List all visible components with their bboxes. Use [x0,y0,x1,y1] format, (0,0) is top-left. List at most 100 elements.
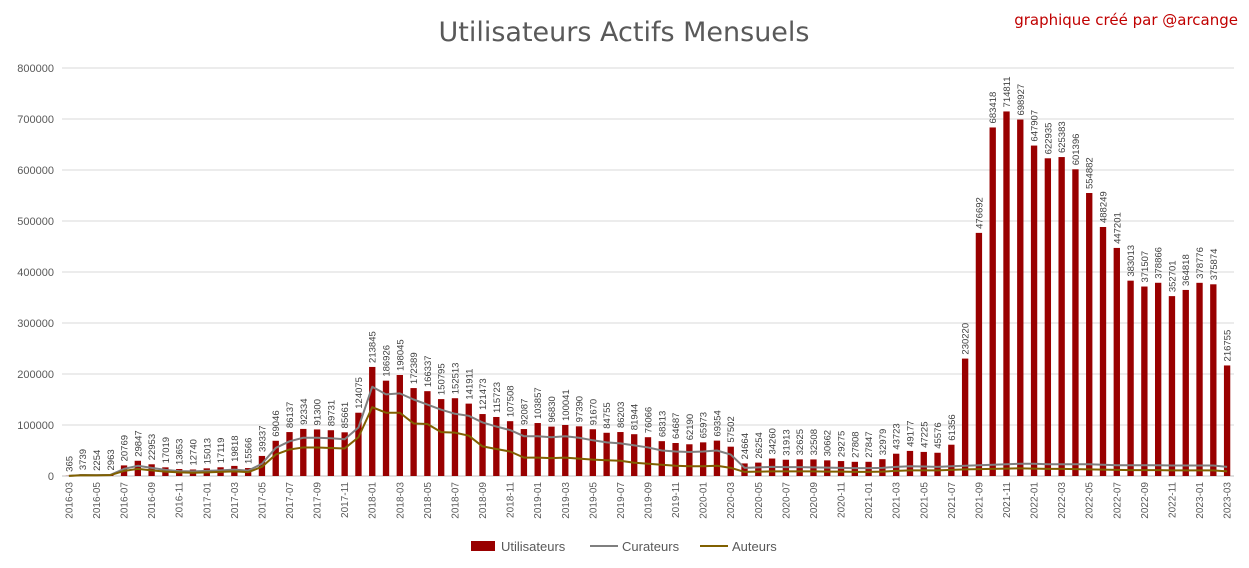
bar [1072,169,1079,477]
data-label: 97390 [575,396,586,422]
bar [382,380,390,476]
data-label: 216755 [1223,330,1234,362]
data-label: 27847 [864,431,875,457]
data-label: 375874 [1209,249,1220,281]
bar [1017,119,1024,476]
data-label: 29847 [133,430,144,456]
data-label: 76066 [644,407,655,433]
bar [603,432,610,476]
y-tick-label: 800000 [17,63,54,75]
data-label: 213845 [368,331,379,363]
bar [272,440,279,476]
bar [1223,365,1231,476]
data-label: 47225 [919,421,930,447]
data-label: 43723 [892,423,903,449]
data-label: 32979 [878,429,889,455]
x-tick-label: 2019-03 [561,482,572,519]
legend: Utilisateurs Curateurs Auteurs [471,539,777,554]
data-label: 115723 [492,382,503,413]
x-tick-label: 2019-11 [671,482,682,518]
data-label: 378776 [1195,247,1206,279]
x-tick-label: 2018-07 [450,482,461,519]
x-tick-label: 2017-11 [340,482,351,518]
data-label: 107508 [506,385,517,417]
data-label: 186926 [382,345,393,377]
bar [644,437,652,476]
data-label: 488249 [1099,191,1110,223]
data-label: 365 [64,456,75,472]
line-auteurs [68,406,1228,477]
bar [755,462,762,476]
line-series [68,385,1228,477]
x-tick-label: 2020-05 [754,482,765,519]
data-label: 447201 [1112,212,1123,244]
data-label: 92087 [519,399,530,425]
data-label: 30662 [823,430,834,456]
x-tick-label: 2019-09 [644,482,655,519]
bar [1058,157,1065,476]
data-labels: 365 3739 2254 2963 20769 29847 22953 17019 13653… [64,76,1233,471]
bar [920,451,927,476]
data-label: 698927 [1016,84,1027,116]
legend-label: Curateurs [622,539,680,554]
bar [1182,289,1189,476]
data-label: 2963 [106,449,117,470]
data-label: 24664 [740,433,751,459]
data-label: 89731 [326,400,337,426]
x-tick-label: 2019-05 [588,482,599,519]
x-tick-label: 2018-01 [368,482,379,519]
y-tick-label: 600000 [17,165,54,177]
bar [1210,284,1217,476]
bar [631,434,638,476]
x-tick-label: 2021-05 [919,482,930,519]
data-label: 32508 [809,429,820,455]
data-label: 61356 [947,414,958,440]
data-label: 20769 [120,435,131,461]
data-label: 15566 [244,438,255,464]
data-label: 65973 [699,412,710,438]
data-label: 476692 [974,197,985,229]
data-label: 166337 [423,355,434,387]
data-label: 81944 [630,404,641,430]
x-axis: 2016-03 2016-05 2016-07 2016-09 2016-11 2017-… [64,482,1233,519]
y-tick-label: 100000 [17,420,54,432]
data-label: 103857 [533,387,544,419]
bar [341,432,348,476]
data-label: 85661 [340,402,351,428]
legend-swatch [471,541,495,551]
data-label: 15013 [202,438,213,464]
data-label: 84755 [602,402,613,428]
x-tick-label: 2019-01 [533,482,544,519]
data-label: 622935 [1043,123,1054,155]
bar [575,426,583,476]
line-curateurs [68,385,1228,477]
x-tick-label: 2020-09 [809,482,820,519]
y-tick-label: 200000 [17,369,54,381]
bar [534,423,541,476]
data-label: 64687 [671,413,682,439]
x-tick-label: 2022-09 [1140,482,1151,519]
x-tick-label: 2018-03 [395,482,406,519]
data-label: 352701 [1167,260,1178,292]
bar [975,232,983,476]
data-label: 34260 [768,428,779,454]
x-tick-label: 2017-05 [257,482,268,519]
data-label: 86203 [616,402,627,428]
bar [948,444,955,476]
x-tick-label: 2021-11 [1002,482,1013,518]
chart-title: Utilisateurs Actifs Mensuels [439,17,810,48]
x-tick-label: 2016-11 [175,482,186,518]
bar [893,453,900,476]
bar [589,429,597,476]
bar [1030,145,1038,476]
data-label: 124075 [354,377,365,409]
x-tick-label: 2023-01 [1195,482,1206,519]
data-label: 601396 [1071,134,1082,166]
bar [562,424,569,476]
bar [286,432,293,476]
data-label: 2254 [92,450,103,471]
bar [355,412,362,476]
x-tick-label: 2020-11 [837,482,848,518]
